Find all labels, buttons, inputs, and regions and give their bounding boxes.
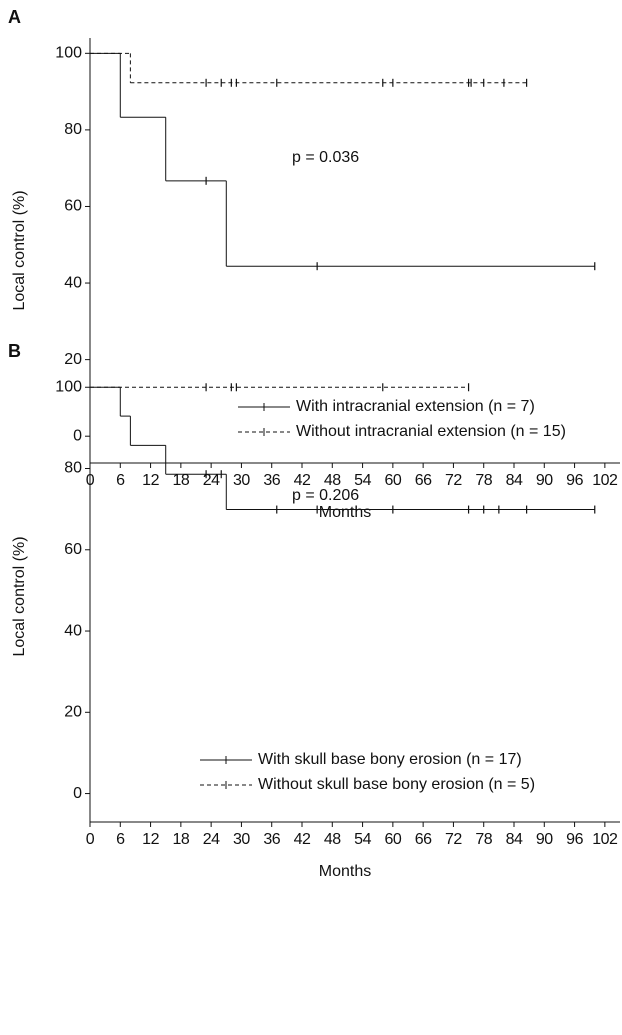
- x-tick-label: 60: [384, 472, 401, 489]
- y-tick-label: 60: [64, 541, 82, 558]
- y-tick-label: 100: [55, 378, 82, 395]
- x-axis-title: Months: [319, 863, 371, 880]
- x-tick-label: 42: [294, 831, 311, 848]
- x-tick-label: 60: [384, 831, 401, 848]
- x-tick-label: 84: [506, 831, 523, 848]
- x-tick-label: 36: [263, 472, 280, 489]
- x-tick-label: 54: [354, 831, 371, 848]
- x-tick-label: 96: [566, 472, 583, 489]
- x-tick-label: 0: [86, 472, 95, 489]
- x-tick-label: 36: [263, 831, 280, 848]
- x-tick-label: 90: [536, 472, 553, 489]
- x-tick-label: 102: [592, 472, 618, 489]
- x-tick-label: 90: [536, 831, 553, 848]
- y-tick-label: 20: [64, 351, 82, 368]
- x-tick-label: 12: [142, 472, 159, 489]
- x-tick-label: 30: [233, 831, 250, 848]
- legend-label: Without skull base bony erosion (n = 5): [258, 776, 535, 793]
- x-tick-label: 54: [354, 472, 371, 489]
- x-tick-label: 6: [116, 472, 125, 489]
- y-tick-label: 0: [73, 785, 82, 802]
- x-tick-label: 78: [475, 472, 492, 489]
- y-axis-title: Local control (%): [11, 190, 28, 310]
- panel-label: A: [8, 7, 21, 27]
- annotation: p = 0.036: [292, 149, 359, 166]
- x-tick-label: 78: [475, 831, 492, 848]
- x-tick-label: 48: [324, 472, 341, 489]
- x-tick-label: 66: [415, 472, 432, 489]
- x-tick-label: 0: [86, 831, 95, 848]
- y-tick-label: 80: [64, 460, 82, 477]
- x-tick-label: 102: [592, 831, 618, 848]
- x-axis-title: Months: [319, 504, 371, 521]
- y-tick-label: 60: [64, 198, 82, 215]
- y-tick-label: 40: [64, 622, 82, 639]
- x-tick-label: 6: [116, 831, 125, 848]
- x-tick-label: 96: [566, 831, 583, 848]
- x-tick-label: 42: [294, 472, 311, 489]
- y-tick-label: 80: [64, 121, 82, 138]
- x-tick-label: 18: [172, 472, 189, 489]
- x-tick-label: 18: [172, 831, 189, 848]
- x-tick-label: 84: [506, 472, 523, 489]
- x-tick-label: 30: [233, 472, 250, 489]
- x-tick-label: 72: [445, 831, 462, 848]
- x-tick-label: 24: [203, 831, 220, 848]
- legend-label: With skull base bony erosion (n = 17): [258, 751, 522, 768]
- y-axis-title: Local control (%): [11, 536, 28, 656]
- x-tick-label: 12: [142, 831, 159, 848]
- x-tick-label: 48: [324, 831, 341, 848]
- legend-label: Without intracranial extension (n = 15): [296, 423, 566, 440]
- legend-label: With intracranial extension (n = 7): [296, 398, 535, 415]
- y-tick-label: 100: [55, 45, 82, 62]
- panel-label: B: [8, 341, 21, 361]
- y-tick-label: 0: [73, 427, 82, 444]
- x-tick-label: 24: [203, 472, 220, 489]
- x-tick-label: 66: [415, 831, 432, 848]
- y-tick-label: 40: [64, 274, 82, 291]
- x-tick-label: 72: [445, 472, 462, 489]
- annotation: p = 0.206: [292, 487, 359, 504]
- y-tick-label: 20: [64, 704, 82, 721]
